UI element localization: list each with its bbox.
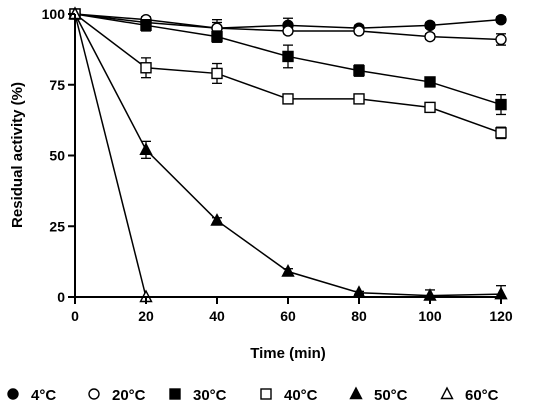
x-tick-label: 100 xyxy=(418,308,442,324)
x-tick-label: 60 xyxy=(280,308,296,324)
data-point xyxy=(140,19,152,32)
data-point xyxy=(211,67,223,80)
x-tick-label: 120 xyxy=(489,308,513,324)
x-axis-title: Time (min) xyxy=(250,345,326,362)
legend-item-50c: 50°C xyxy=(349,386,408,404)
data-point xyxy=(424,30,436,43)
data-point xyxy=(210,213,224,226)
data-point xyxy=(353,93,365,105)
y-tick-label: 100 xyxy=(42,6,66,22)
legend: 4°C 20°C 30°C 40°C 50°C 60°C xyxy=(7,386,499,404)
x-tick-label: 40 xyxy=(209,308,225,324)
data-point xyxy=(495,33,507,46)
x-ticks: 0 20 40 60 80 100 120 xyxy=(71,297,513,324)
legend-item-30c: 30°C xyxy=(169,387,227,404)
legend-marker xyxy=(349,386,363,400)
data-point xyxy=(424,76,436,88)
data-point xyxy=(353,64,365,77)
legend-label: 30°C xyxy=(193,387,227,404)
legend-item-20c: 20°C xyxy=(88,387,146,404)
series-20c xyxy=(69,8,507,46)
legend-label: 40°C xyxy=(284,387,318,404)
data-point xyxy=(282,25,294,37)
y-tick-label: 0 xyxy=(57,289,65,305)
legend-marker xyxy=(260,388,272,400)
data-point xyxy=(211,30,223,43)
data-point xyxy=(282,93,294,105)
data-point xyxy=(353,25,365,37)
y-axis-title: Residual activity (%) xyxy=(9,82,26,228)
legend-label: 50°C xyxy=(374,387,408,404)
series-line xyxy=(74,13,147,298)
y-ticks: 0 25 50 75 100 xyxy=(42,6,75,305)
series-30c xyxy=(69,8,507,116)
x-tick-label: 80 xyxy=(351,308,367,324)
data-point xyxy=(495,127,507,139)
series-layer xyxy=(68,6,508,303)
legend-marker xyxy=(7,388,19,400)
legend-label: 20°C xyxy=(112,387,146,404)
legend-label: 4°C xyxy=(31,387,56,404)
data-point xyxy=(282,50,294,63)
legend-marker xyxy=(88,388,100,400)
x-tick-label: 0 xyxy=(71,308,79,324)
plot-area: 0 20 40 60 80 100 120 0 25 50 75 100 xyxy=(42,6,513,324)
y-tick-label: 75 xyxy=(49,77,65,93)
data-point xyxy=(139,142,153,156)
data-point xyxy=(281,264,295,277)
data-point xyxy=(495,13,507,26)
data-point xyxy=(140,62,152,74)
data-point xyxy=(495,98,507,111)
legend-item-60c: 60°C xyxy=(440,386,499,404)
data-point xyxy=(424,101,436,114)
y-tick-label: 50 xyxy=(49,148,65,164)
legend-label: 60°C xyxy=(465,387,499,404)
y-tick-label: 25 xyxy=(49,218,65,234)
legend-marker xyxy=(169,388,181,400)
legend-item-40c: 40°C xyxy=(260,387,318,404)
data-point xyxy=(424,19,436,32)
legend-item-4c: 4°C xyxy=(7,387,56,404)
series-60c xyxy=(68,6,153,303)
legend-marker xyxy=(440,386,454,400)
x-tick-label: 20 xyxy=(138,308,154,324)
